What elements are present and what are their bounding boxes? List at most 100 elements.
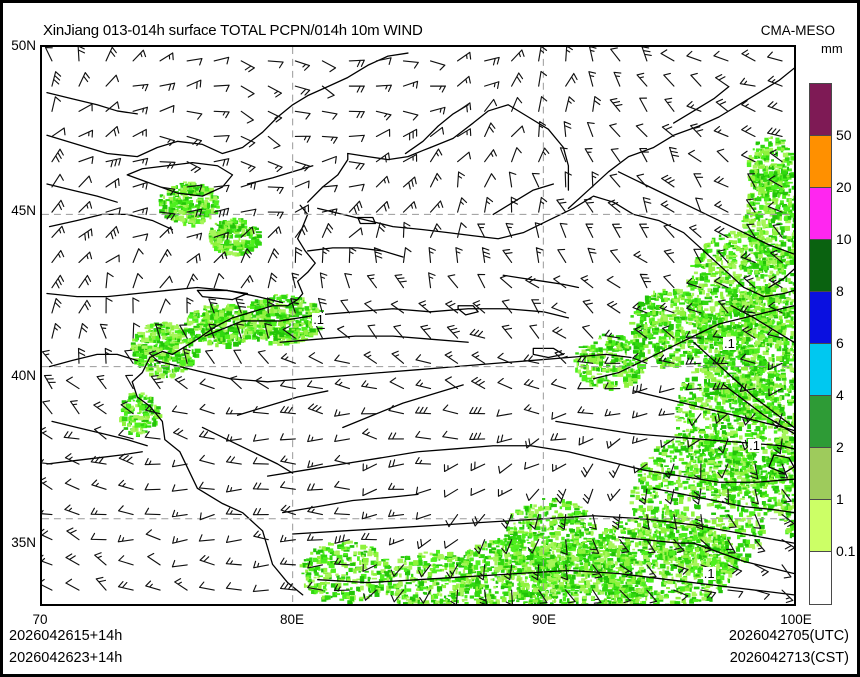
- precip-pixel: [687, 464, 691, 467]
- precip-pixel: [717, 436, 722, 442]
- precip-pixel: [762, 414, 767, 419]
- precip-pixel: [510, 570, 514, 575]
- precip-pixel: [690, 455, 694, 461]
- precip-pixel: [703, 387, 710, 393]
- precip-pixel: [479, 584, 486, 588]
- precip-pixel: [767, 389, 772, 394]
- precip-pixel: [655, 529, 658, 533]
- precip-pixel: [786, 297, 792, 301]
- precip-pixel: [724, 311, 727, 317]
- precip-pixel: [714, 242, 720, 247]
- precip-pixel: [752, 479, 756, 483]
- precip-pixel: [763, 501, 766, 507]
- precip-pixel: [594, 549, 600, 554]
- precip-pixel: [721, 523, 725, 526]
- precip-pixel: [714, 385, 720, 390]
- precip-pixel: [758, 178, 764, 184]
- precip-pixel: [692, 598, 699, 602]
- precip-pixel: [460, 573, 467, 577]
- precip-pixel: [620, 578, 624, 584]
- map-panel[interactable]: .1.1.1.1: [40, 45, 796, 606]
- precip-pixel: [667, 579, 674, 585]
- precip-pixel: [706, 409, 711, 415]
- precip-pixel: [775, 244, 782, 247]
- precip-pixel: [749, 523, 753, 527]
- precip-pixel: [740, 292, 745, 295]
- precip-pixel: [489, 540, 495, 546]
- precip-pixel: [477, 600, 481, 604]
- precip-pixel: [695, 574, 700, 577]
- precip-pixel: [682, 437, 687, 442]
- precip-pixel: [642, 510, 645, 515]
- precip-pixel: [702, 555, 707, 558]
- precip-pixel: [656, 545, 663, 548]
- precip-pixel: [616, 552, 621, 558]
- precip-pixel: [688, 448, 693, 452]
- precip-pixel: [779, 267, 783, 273]
- precip-pixel: [786, 388, 791, 392]
- precip-pixel: [766, 342, 770, 347]
- precip-pixel: [494, 540, 500, 545]
- precip-pixel: [791, 377, 794, 381]
- precip-pixel: [705, 562, 710, 567]
- precip-pixel: [762, 257, 768, 261]
- precip-pixel: [707, 443, 715, 448]
- precip-pixel: [677, 514, 684, 518]
- precip-pixel: [753, 232, 760, 237]
- precip-pixel: [737, 322, 742, 325]
- precip-pixel: [637, 533, 645, 538]
- precip-pixel: [662, 478, 669, 483]
- precip-pixel: [693, 536, 699, 540]
- precip-pixel: [478, 554, 485, 559]
- precip-pixel: [596, 543, 599, 546]
- precip-pixel: [726, 465, 730, 468]
- precip-pixel: [752, 197, 757, 202]
- precip-pixel: [733, 478, 736, 483]
- precip-pixel: [763, 196, 769, 202]
- precip-pixel: [757, 227, 761, 230]
- precip-pixel: [626, 584, 633, 590]
- precip-pixel: [596, 589, 600, 593]
- precip-pixel: [620, 557, 627, 563]
- precip-pixel: [562, 593, 567, 596]
- precip-pixel: [765, 346, 769, 349]
- precip-pixel: [685, 570, 691, 576]
- precip-pixel: [755, 323, 759, 327]
- precip-pixel: [793, 255, 794, 258]
- precip-pixel: [731, 361, 736, 366]
- precip-pixel: [756, 313, 762, 317]
- precip-pixel: [659, 500, 662, 505]
- precip-pixel: [694, 395, 697, 399]
- precip-pixel: [750, 201, 753, 206]
- precip-pixel: [742, 331, 746, 336]
- precip-pixel: [493, 556, 499, 562]
- precip-pixel: [699, 257, 704, 262]
- precip-pixel: [623, 549, 628, 553]
- precip-pixel: [710, 327, 715, 331]
- precip-pixel: [722, 351, 729, 355]
- precip-pixel: [700, 265, 705, 269]
- precip-pixel: [641, 541, 644, 547]
- precip-pixel: [648, 528, 652, 533]
- precip-pixel: [768, 235, 774, 238]
- precip-pixel: [697, 566, 702, 570]
- precip-pixel: [693, 480, 696, 483]
- precip-pixel: [787, 278, 791, 283]
- precip-pixel: [668, 555, 674, 561]
- precip-pixel: [759, 378, 766, 382]
- precip-pixel: [720, 506, 726, 510]
- precip-pixel: [550, 580, 557, 585]
- precip-pixel: [763, 302, 766, 306]
- precip-pixel: [707, 552, 710, 557]
- precip-pixel: [573, 567, 579, 570]
- precip-pixel: [715, 256, 721, 262]
- precip-pixel: [622, 570, 627, 575]
- precip-pixel: [647, 505, 653, 510]
- precip-pixel: [747, 230, 751, 233]
- precip-pixel: [728, 312, 732, 316]
- precip-pixel: [747, 454, 753, 459]
- precip-pixel: [697, 458, 703, 464]
- precip-pixel: [692, 298, 695, 302]
- precip-pixel: [758, 296, 765, 300]
- precip-pixel: [718, 492, 723, 495]
